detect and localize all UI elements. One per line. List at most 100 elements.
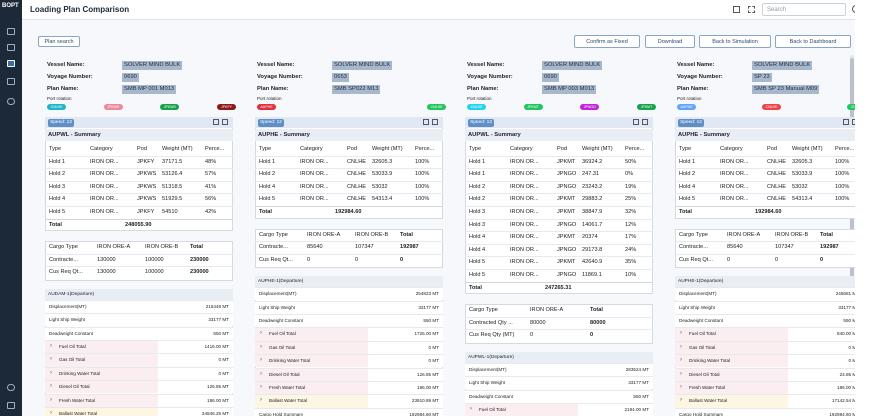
expand-chevron[interactable]: › [470, 405, 472, 412]
cargo-header: IRON ORE-B [355, 231, 389, 238]
expand-chevron[interactable]: › [680, 383, 682, 390]
row-line [255, 180, 443, 182]
table-cell: IRON OR... [510, 246, 539, 253]
port-chip: AUPHE [257, 104, 276, 110]
toolbar-button[interactable]: Back to Simulation [699, 35, 771, 48]
table-cell: Hold 4 [469, 234, 486, 241]
user-icon[interactable] [852, 5, 855, 13]
page-title: Loading Plan Comparison [30, 5, 130, 14]
table-cell: JPNGO [557, 171, 577, 178]
departure-row [465, 389, 653, 403]
table-cell: IRON OR... [510, 221, 539, 228]
delete-icon[interactable] [432, 119, 438, 125]
edit-icon[interactable] [423, 119, 429, 125]
table-cell: 51318.5 [162, 183, 183, 190]
port-chip: CNLHE [47, 104, 66, 110]
cargo-cell: 0 [530, 332, 534, 339]
table-cell: 53033.9 [372, 171, 393, 178]
departure-label: Drinking Water Total [59, 370, 101, 376]
row-line [255, 241, 443, 243]
search-box[interactable]: Search [762, 3, 846, 16]
departure-label: Gas Oil Total [269, 344, 296, 350]
row-line [465, 281, 653, 283]
departure-label: Diesel Oil Total [269, 371, 300, 377]
settings-icon[interactable] [7, 384, 15, 391]
toolbar-button[interactable]: Download [645, 35, 695, 48]
expand-chevron[interactable]: › [260, 330, 262, 337]
departure-title: AUDAM-1(Departure) [45, 288, 233, 300]
table-cell: JPKMT [557, 196, 576, 203]
expand-chevron[interactable]: › [50, 369, 52, 376]
fullscreen-icon[interactable] [748, 6, 755, 13]
toolbar-button[interactable]: Confirm as Fixed [574, 35, 640, 48]
expand-chevron[interactable]: › [50, 342, 52, 349]
expand-chevron[interactable]: › [680, 357, 682, 364]
expand-chevron[interactable]: › [680, 343, 682, 350]
nav-icon[interactable] [7, 98, 15, 105]
table-cell: IRON OR... [720, 171, 749, 178]
summary-title: AUPWL - Summary [45, 129, 233, 141]
table-cell: JPKMT [557, 259, 576, 266]
table-cell: 24% [625, 246, 637, 253]
table-cell: 100% [835, 196, 850, 203]
expand-chevron[interactable]: › [260, 397, 262, 404]
expand-chevron[interactable]: › [680, 397, 682, 404]
nav-icon[interactable] [7, 78, 15, 85]
expand-chevron[interactable]: › [260, 370, 262, 377]
row-line [255, 253, 443, 255]
info-value: SP 23 [752, 73, 772, 82]
expand-chevron[interactable]: › [50, 396, 52, 403]
delete-icon[interactable] [852, 119, 855, 125]
departure-row [675, 394, 855, 408]
delete-icon[interactable] [642, 119, 648, 125]
expand-chevron[interactable]: › [50, 409, 52, 416]
cargo-cell: Contracted Qty ... [469, 319, 513, 326]
row-line [465, 168, 653, 170]
cargo-cell: 130000 [97, 256, 116, 263]
edit-icon[interactable] [213, 119, 219, 125]
expand-chevron[interactable]: › [680, 370, 682, 377]
nav-icon[interactable] [7, 44, 15, 51]
expand-chevron[interactable]: › [260, 383, 262, 390]
expand-chevron[interactable]: › [260, 343, 262, 350]
departure-value: 550 MT [633, 393, 649, 399]
expand-chevron[interactable]: › [680, 330, 682, 337]
table-cell: CNLHE [347, 196, 366, 203]
row-line [675, 155, 855, 157]
expand-chevron[interactable]: › [50, 356, 52, 363]
row-line [675, 206, 855, 207]
table-cell: IRON OR... [510, 259, 539, 266]
edit-icon[interactable] [633, 119, 639, 125]
cargo-header: Total [820, 231, 833, 238]
home-icon[interactable] [733, 6, 740, 13]
table-header: Pod [137, 146, 147, 152]
cargo-cell: 0 [400, 256, 404, 263]
table-cell: 17% [625, 234, 637, 241]
logout-icon[interactable] [7, 402, 15, 409]
table-cell: 48% [205, 158, 217, 165]
departure-row [255, 407, 443, 416]
table-header: Weight (MT) [372, 146, 403, 152]
plan-search-button[interactable]: Plan search [38, 36, 80, 47]
nav-icon[interactable] [7, 60, 15, 67]
port-chip: JPKMT [523, 104, 543, 110]
expand-chevron[interactable]: › [260, 357, 262, 364]
departure-value: 33177 MT [628, 380, 649, 386]
toolbar-button[interactable]: Back to Dashboard [775, 35, 851, 48]
table-cell: 56% [205, 196, 217, 203]
edit-icon[interactable] [843, 119, 849, 125]
table-cell: Hold 1 [469, 158, 486, 165]
cargo-cell: 0 [820, 256, 824, 263]
departure-value: 17142.54 MT [831, 398, 855, 404]
table-cell: Hold 4 [259, 183, 276, 190]
table-cell: IRON OR... [720, 196, 749, 203]
row-line [45, 168, 233, 170]
speed-chip: Speed: 13 [468, 118, 494, 127]
delete-icon[interactable] [222, 119, 228, 125]
logo: BOPT [2, 3, 19, 9]
nav-icon[interactable] [7, 28, 15, 35]
expand-chevron[interactable]: › [50, 383, 52, 390]
row-line [675, 193, 855, 195]
departure-label: Light Ship Weight [679, 304, 715, 310]
table-cell: 54313.4 [792, 196, 813, 203]
